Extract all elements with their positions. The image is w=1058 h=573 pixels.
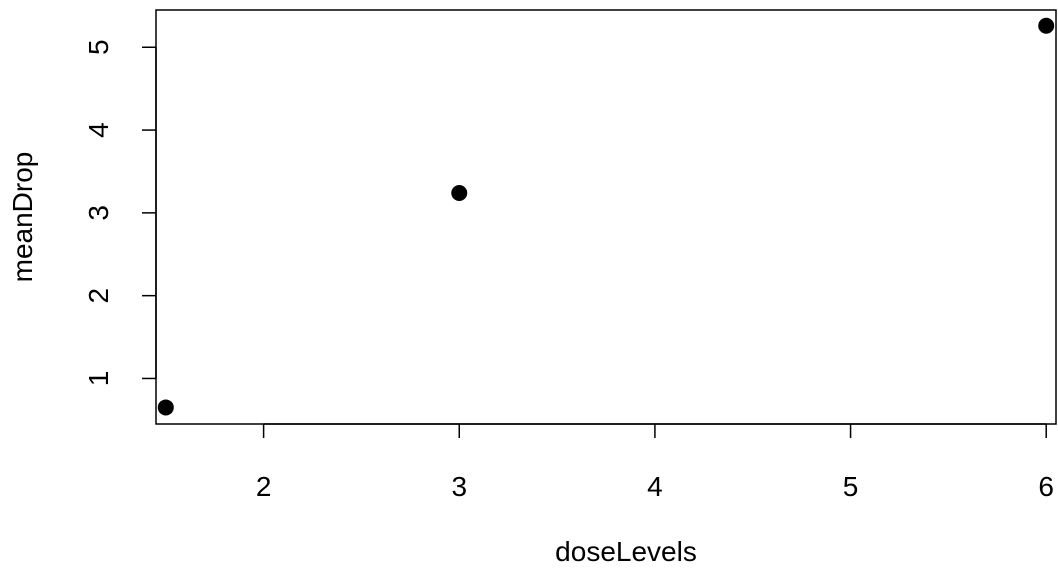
- y-axis-label: meanDrop: [7, 152, 38, 283]
- y-tick-label: 2: [83, 288, 114, 304]
- y-tick-label: 3: [83, 205, 114, 221]
- x-axis: 2 3 4 5 6: [256, 423, 1054, 502]
- data-point: [451, 184, 468, 201]
- data-point: [157, 399, 174, 416]
- x-tick-label: 6: [1038, 471, 1054, 502]
- y-tick-label: 4: [83, 122, 114, 138]
- data-point: [1038, 17, 1055, 34]
- y-tick-label: 5: [83, 39, 114, 55]
- x-tick-label: 5: [843, 471, 859, 502]
- x-tick-label: 4: [647, 471, 663, 502]
- y-tick-label: 1: [83, 371, 114, 387]
- x-tick-label: 3: [451, 471, 467, 502]
- data-points: [157, 17, 1055, 416]
- x-tick-label: 2: [256, 471, 272, 502]
- plot-area-frame: [155, 9, 1057, 425]
- y-axis: 1 2 3 4 5: [83, 39, 157, 387]
- x-axis-label: doseLevels: [555, 536, 697, 567]
